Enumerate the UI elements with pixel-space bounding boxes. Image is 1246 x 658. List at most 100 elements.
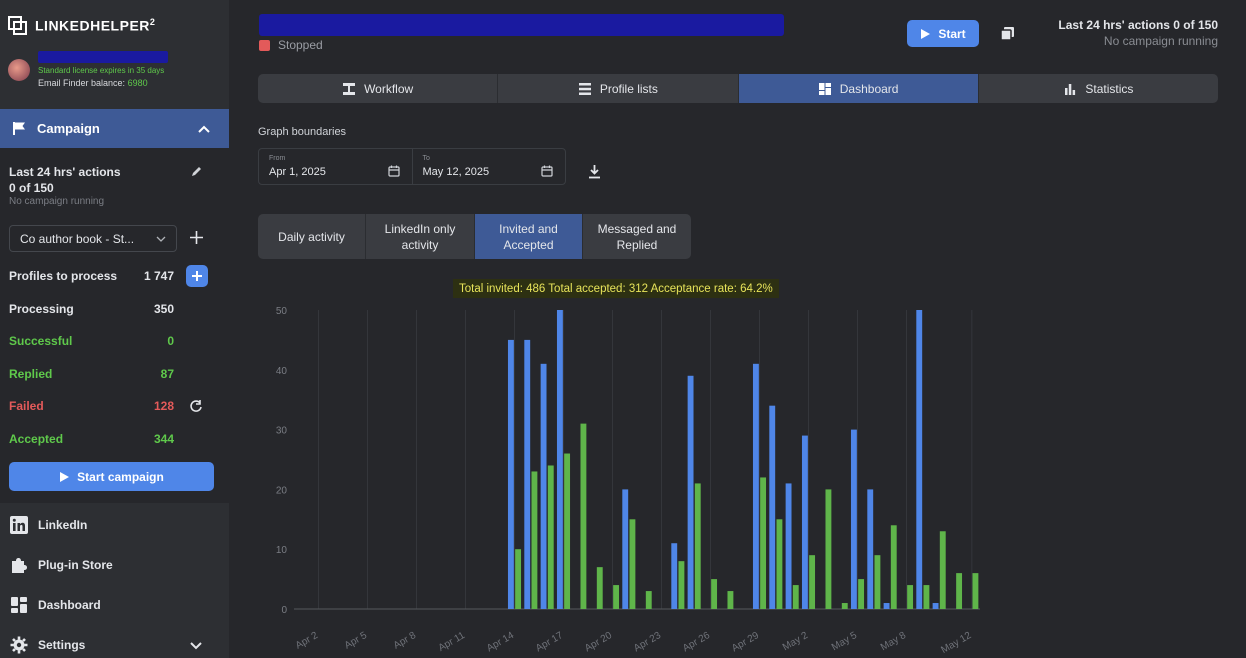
accepted-bar bbox=[531, 471, 538, 609]
accepted-bar bbox=[596, 567, 603, 609]
download-icon[interactable] bbox=[588, 164, 601, 179]
subtab-daily-activity[interactable]: Daily activity bbox=[258, 214, 366, 259]
accepted-bar bbox=[776, 519, 783, 609]
accepted-bar bbox=[629, 519, 636, 609]
play-icon bbox=[921, 28, 931, 39]
subtab-invited-accepted[interactable]: Invited and Accepted bbox=[475, 214, 583, 259]
nav-linkedin[interactable]: LinkedIn bbox=[10, 516, 87, 534]
campaign-section-label: Campaign bbox=[37, 121, 100, 136]
accepted-bar bbox=[613, 585, 620, 609]
invited-bar bbox=[752, 363, 759, 609]
invited-bar bbox=[687, 375, 694, 609]
chart-subtabs: Daily activity LinkedIn only activity In… bbox=[258, 214, 691, 259]
y-tick-label: 30 bbox=[276, 426, 288, 437]
accepted-bar bbox=[923, 585, 930, 609]
to-date-field[interactable]: To May 12, 2025 bbox=[413, 149, 566, 184]
invited-bar bbox=[801, 435, 808, 609]
invited-bar bbox=[883, 603, 890, 609]
x-tick-label: Apr 5 bbox=[343, 630, 370, 652]
start-button[interactable]: Start bbox=[907, 20, 979, 47]
campaign-section-header[interactable]: Campaign bbox=[0, 109, 229, 148]
nav-dashboard[interactable]: Dashboard bbox=[10, 596, 101, 614]
tab-statistics[interactable]: Statistics bbox=[979, 74, 1218, 103]
calendar-icon[interactable] bbox=[387, 165, 400, 177]
main-tabs: Workflow Profile lists Dashboard Statist… bbox=[258, 74, 1218, 103]
stopped-indicator bbox=[259, 39, 270, 51]
y-tick-label: 20 bbox=[276, 485, 288, 496]
accepted-bar bbox=[874, 555, 881, 609]
stat-replied[interactable]: Replied 87 bbox=[9, 367, 174, 381]
dashboard-icon bbox=[818, 82, 831, 95]
chart-summary: Total invited: 486 Total accepted: 312 A… bbox=[453, 279, 779, 298]
license-status: Standard license expires in 35 days bbox=[38, 66, 165, 75]
x-tick-label: Apr 14 bbox=[485, 630, 516, 654]
accepted-bar bbox=[792, 585, 799, 609]
accepted-bar bbox=[580, 423, 587, 609]
x-tick-label: Apr 26 bbox=[681, 630, 712, 654]
invited-bar bbox=[932, 603, 939, 609]
accepted-bar bbox=[564, 453, 571, 609]
campaign-title-redacted bbox=[259, 14, 784, 36]
tab-workflow[interactable]: Workflow bbox=[258, 74, 499, 103]
chevron-down-icon[interactable] bbox=[189, 638, 203, 652]
accepted-bar bbox=[678, 561, 685, 609]
start-campaign-button[interactable]: Start campaign bbox=[9, 462, 214, 491]
accepted-bar bbox=[645, 591, 652, 609]
y-tick-label: 40 bbox=[276, 366, 288, 377]
subtab-messaged-replied[interactable]: Messaged and Replied bbox=[597, 221, 677, 252]
accepted-bar bbox=[515, 549, 522, 609]
add-profiles-button[interactable] bbox=[186, 265, 208, 287]
logo-text: LINKEDHELPER2 bbox=[35, 17, 156, 34]
from-date-field[interactable]: From Apr 1, 2025 bbox=[259, 149, 413, 184]
stat-failed[interactable]: Failed 128 bbox=[9, 399, 174, 413]
finder-balance: Email Finder balance: 6980 bbox=[38, 78, 148, 88]
dashboard-icon bbox=[11, 597, 27, 613]
x-tick-label: May 12 bbox=[939, 630, 973, 656]
nav-plugin-store[interactable]: Plug-in Store bbox=[10, 556, 113, 574]
sidebar: LINKEDHELPER2 Standard license expires i… bbox=[0, 0, 229, 658]
logo: LINKEDHELPER2 bbox=[8, 16, 155, 35]
retry-icon[interactable] bbox=[189, 399, 203, 413]
tab-profile-lists[interactable]: Profile lists bbox=[498, 74, 739, 103]
y-tick-label: 0 bbox=[281, 605, 287, 616]
last24-sub: No campaign running bbox=[9, 196, 105, 207]
stat-successful[interactable]: Successful 0 bbox=[9, 334, 174, 348]
add-campaign-icon[interactable] bbox=[189, 230, 204, 245]
x-tick-label: Apr 23 bbox=[632, 630, 663, 654]
header-actions-summary: Last 24 hrs' actions 0 of 150 No campaig… bbox=[1058, 18, 1218, 48]
accepted-bar bbox=[907, 585, 914, 609]
avatar[interactable] bbox=[8, 59, 30, 81]
accepted-bar bbox=[956, 573, 963, 609]
subtab-linkedin-only[interactable]: LinkedIn only activity bbox=[366, 214, 475, 259]
copy-icon[interactable] bbox=[1000, 26, 1015, 41]
tab-dashboard[interactable]: Dashboard bbox=[738, 74, 979, 103]
linkedin-icon bbox=[10, 516, 28, 534]
accepted-bar bbox=[809, 555, 816, 609]
stat-profiles-to-process[interactable]: Profiles to process 1 747 bbox=[9, 269, 174, 283]
y-tick-label: 10 bbox=[276, 545, 288, 556]
nav-settings[interactable]: Settings bbox=[10, 636, 85, 654]
date-range: From Apr 1, 2025 To May 12, 2025 bbox=[258, 148, 566, 185]
invited-bar bbox=[785, 483, 792, 609]
invited-bar bbox=[622, 489, 629, 609]
play-icon bbox=[60, 471, 70, 482]
user-name-redacted bbox=[38, 51, 168, 63]
bar-chart-icon bbox=[1065, 83, 1076, 95]
plus-icon bbox=[192, 271, 202, 281]
accepted-bar bbox=[547, 465, 554, 609]
stat-processing[interactable]: Processing 350 bbox=[9, 302, 174, 316]
x-tick-label: May 2 bbox=[781, 630, 810, 653]
x-tick-label: May 8 bbox=[879, 630, 908, 653]
puzzle-icon bbox=[12, 558, 27, 573]
stat-accepted[interactable]: Accepted 344 bbox=[9, 432, 174, 446]
invited-accepted-chart: 0 10 20 30 40 50 Apr 2 Apr 5 Apr 8 Apr 11 Apr 14 Ap… bbox=[276, 306, 980, 656]
pencil-icon[interactable] bbox=[190, 165, 203, 178]
accepted-bar bbox=[760, 477, 767, 609]
accepted-bar bbox=[939, 531, 946, 609]
invited-bar bbox=[507, 339, 514, 609]
x-tick-label: Apr 2 bbox=[294, 630, 321, 652]
campaign-select[interactable]: Co author book - St... bbox=[9, 225, 177, 252]
chevron-up-icon[interactable] bbox=[197, 122, 211, 136]
calendar-icon[interactable] bbox=[541, 165, 553, 177]
x-tick-label: May 5 bbox=[830, 630, 859, 653]
